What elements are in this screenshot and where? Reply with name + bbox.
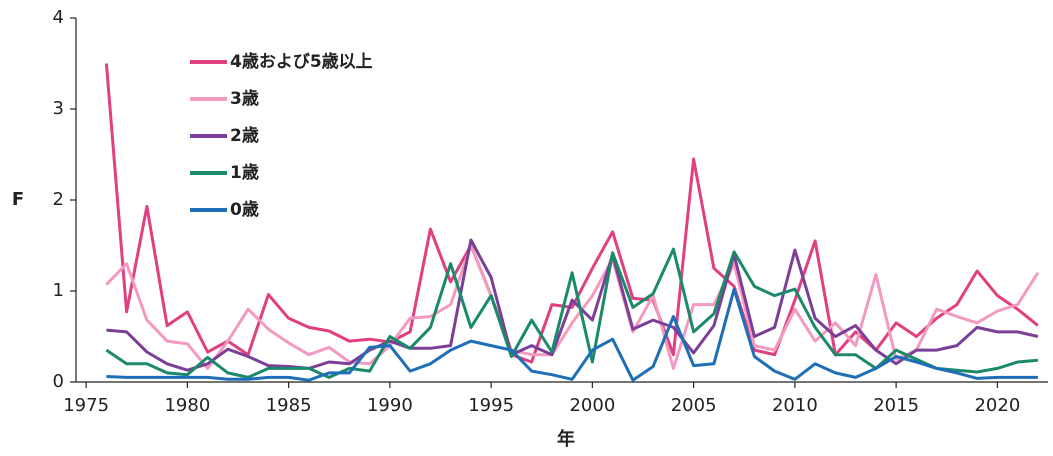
x-tick-label: 2005 bbox=[671, 395, 717, 416]
y-tick-label: 2 bbox=[53, 189, 64, 210]
x-tick-label: 2000 bbox=[569, 395, 615, 416]
series-line bbox=[106, 238, 1039, 372]
x-axis-title: 年 bbox=[557, 428, 575, 450]
y-tick-label: 1 bbox=[53, 280, 64, 301]
legend-label: 4歳および5歳以上 bbox=[230, 51, 373, 72]
x-tick-label: 1980 bbox=[164, 395, 210, 416]
series-line bbox=[106, 287, 1038, 382]
x-tick-label: 2010 bbox=[772, 395, 818, 416]
x-tick-label: 2020 bbox=[974, 395, 1020, 416]
y-tick-label: 0 bbox=[53, 371, 64, 392]
series-line bbox=[105, 244, 1040, 370]
x-tick-label: 1985 bbox=[266, 395, 312, 416]
legend-label: 2歳 bbox=[230, 125, 259, 146]
y-axis-title: F bbox=[12, 189, 24, 210]
legend-label: 0歳 bbox=[230, 199, 259, 220]
series-line bbox=[104, 63, 1039, 364]
y-tick-label: 3 bbox=[53, 98, 64, 119]
series-line bbox=[105, 247, 1039, 379]
x-tick-label: 1975 bbox=[63, 395, 109, 416]
x-tick-label: 1995 bbox=[468, 395, 514, 416]
legend-label: 3歳 bbox=[230, 88, 259, 109]
x-tick-label: 1990 bbox=[367, 395, 413, 416]
legend-label: 1歳 bbox=[230, 162, 259, 183]
y-tick-label: 4 bbox=[53, 7, 64, 28]
x-tick-label: 2015 bbox=[873, 395, 919, 416]
